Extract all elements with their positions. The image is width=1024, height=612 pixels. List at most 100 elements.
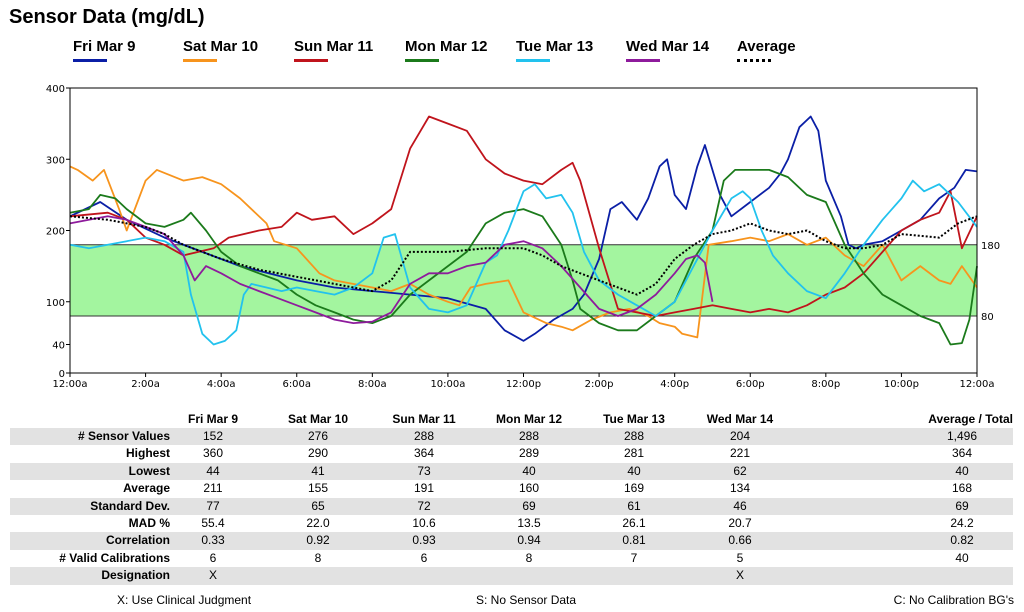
table-cell: 24.2 [950,515,974,530]
table-cell: 211 [203,481,223,496]
table-row: Average 211 155 191 160 169 134 168 [10,480,1013,497]
footer-note: C: No Calibration BG's [893,593,1014,607]
target-low-label: 80 [981,312,994,323]
table-row: Lowest 44 41 73 40 40 62 40 [10,462,1013,481]
table-cell: 364 [413,446,435,461]
legend-label: Tue Mar 13 [516,38,594,55]
series-line-tue-mar-13 [69,179,978,346]
table-cell: 288 [623,429,645,443]
table-cell: 290 [307,446,329,461]
table-cell: 160 [518,481,540,496]
row-label: Average [123,481,170,496]
col-header: Sun Mar 11 [392,412,456,426]
legend-label: Wed Mar 14 [626,38,710,55]
row-label: # Sensor Values [77,429,170,443]
table-cell: 61 [627,498,641,513]
col-header: Sat Mar 10 [287,412,349,426]
x-tick-label: 12:00a [960,379,995,390]
table-row: Correlation 0.33 0.92 0.93 0.94 0.81 0.66 0.82 [10,532,1013,550]
x-tick-label: 12:00p [506,379,541,390]
table-row: Highest 360 290 364 289 281 221 364 [10,445,1013,462]
table-cell: 41 [311,463,325,478]
row-label: Lowest [128,463,170,478]
chart-title: Sensor Data (mg/dL) [9,6,205,28]
table-cell: 73 [417,463,431,478]
series-line-sun-mar-11 [69,115,978,317]
table-cell: 155 [307,481,329,496]
y-tick-label: 400 [46,84,65,95]
table-cell: 360 [202,446,224,461]
x-tick-label: 2:00p [585,379,614,390]
y-tick-label: 300 [46,155,65,166]
legend-item-average: Average [737,38,796,62]
table-cell: 40 [955,550,969,565]
table-cell: 0.93 [412,533,436,548]
target-range-band [70,244,977,316]
col-header: Average / Total [928,412,1013,426]
table-row: # Sensor Values 152 276 288 288 288 204 1,496 [10,428,1013,446]
table-cell: 77 [206,498,220,513]
x-tick-label: 12:00a [53,379,88,390]
footer-note: S: No Sensor Data [476,593,577,607]
table-cell: 44 [206,463,220,478]
table-row: # Valid Calibrations 6 8 6 8 7 5 40 [10,550,1013,567]
col-header: Wed Mar 14 [706,412,774,426]
table-cell: 168 [951,481,973,496]
table-cell: 8 [525,550,533,565]
col-header: Mon Mar 12 [495,412,563,426]
table-cell: 55.4 [201,515,225,530]
table-cell: 288 [413,429,435,443]
table-cell: 0.81 [622,533,646,548]
table-cell: 0.82 [950,533,974,548]
legend-swatch [405,59,439,62]
series-line-average [69,215,978,296]
x-tick-label: 8:00p [811,379,840,390]
series-line-sat-mar-10 [69,165,978,339]
x-tick-label: 6:00a [282,379,311,390]
table-cell: 65 [311,498,325,513]
stats-table: Fri Mar 9 Sat Mar 10 Sun Mar 11 Mon Mar … [10,412,1013,585]
table-row: Designation X X [10,567,1013,585]
table-cell: 0.33 [201,533,225,548]
table-cell: 364 [951,446,973,461]
x-tick-label: 4:00a [207,379,236,390]
legend-item-sat: Sat Mar 10 [183,38,259,62]
table-cell: 1,496 [946,429,978,443]
table-cell: 10.6 [412,515,436,530]
table-cell: 281 [623,446,645,461]
table-row: Standard Dev. 77 65 72 69 61 46 69 [10,497,1013,515]
legend-item-mon: Mon Mar 12 [405,38,488,62]
table-cell: 40 [627,463,641,478]
x-tick-label: 4:00p [660,379,689,390]
legend-swatch [516,59,550,62]
stats-rows: # Sensor Values 152 276 288 288 288 204 1,496 Hi… [10,428,1013,585]
table-cell: 40 [522,463,536,478]
legend-item-tue: Tue Mar 13 [516,38,594,62]
table-cell: 72 [417,498,431,513]
legend-label: Sun Mar 11 [294,38,374,55]
table-cell: 20.7 [728,515,752,530]
legend-label: Mon Mar 12 [405,38,488,55]
x-tick-label: 10:00p [884,379,919,390]
row-label: Correlation [105,533,170,548]
row-label: MAD % [128,515,170,530]
legend-label: Average [737,38,796,55]
table-cell: 13.5 [517,515,541,530]
table-cell: 69 [955,498,969,513]
table-cell: 134 [729,481,751,496]
legend-label: Sat Mar 10 [183,38,259,55]
legend-item-sun: Sun Mar 11 [294,38,374,62]
target-high-label: 180 [981,241,1000,252]
row-label: Standard Dev. [90,498,170,513]
legend-swatch [626,59,660,62]
y-tick-label: 40 [52,341,65,352]
footer-note: X: Use Clinical Judgment [117,593,252,607]
table-cell: 26.1 [622,515,646,530]
col-header: Tue Mar 13 [603,412,665,426]
table-cell: 5 [736,550,744,565]
table-cell: 169 [623,481,645,496]
table-cell: 204 [729,429,751,443]
table-cell: 191 [413,481,435,496]
col-header: Fri Mar 9 [187,412,239,426]
y-tick-label: 100 [46,298,65,309]
